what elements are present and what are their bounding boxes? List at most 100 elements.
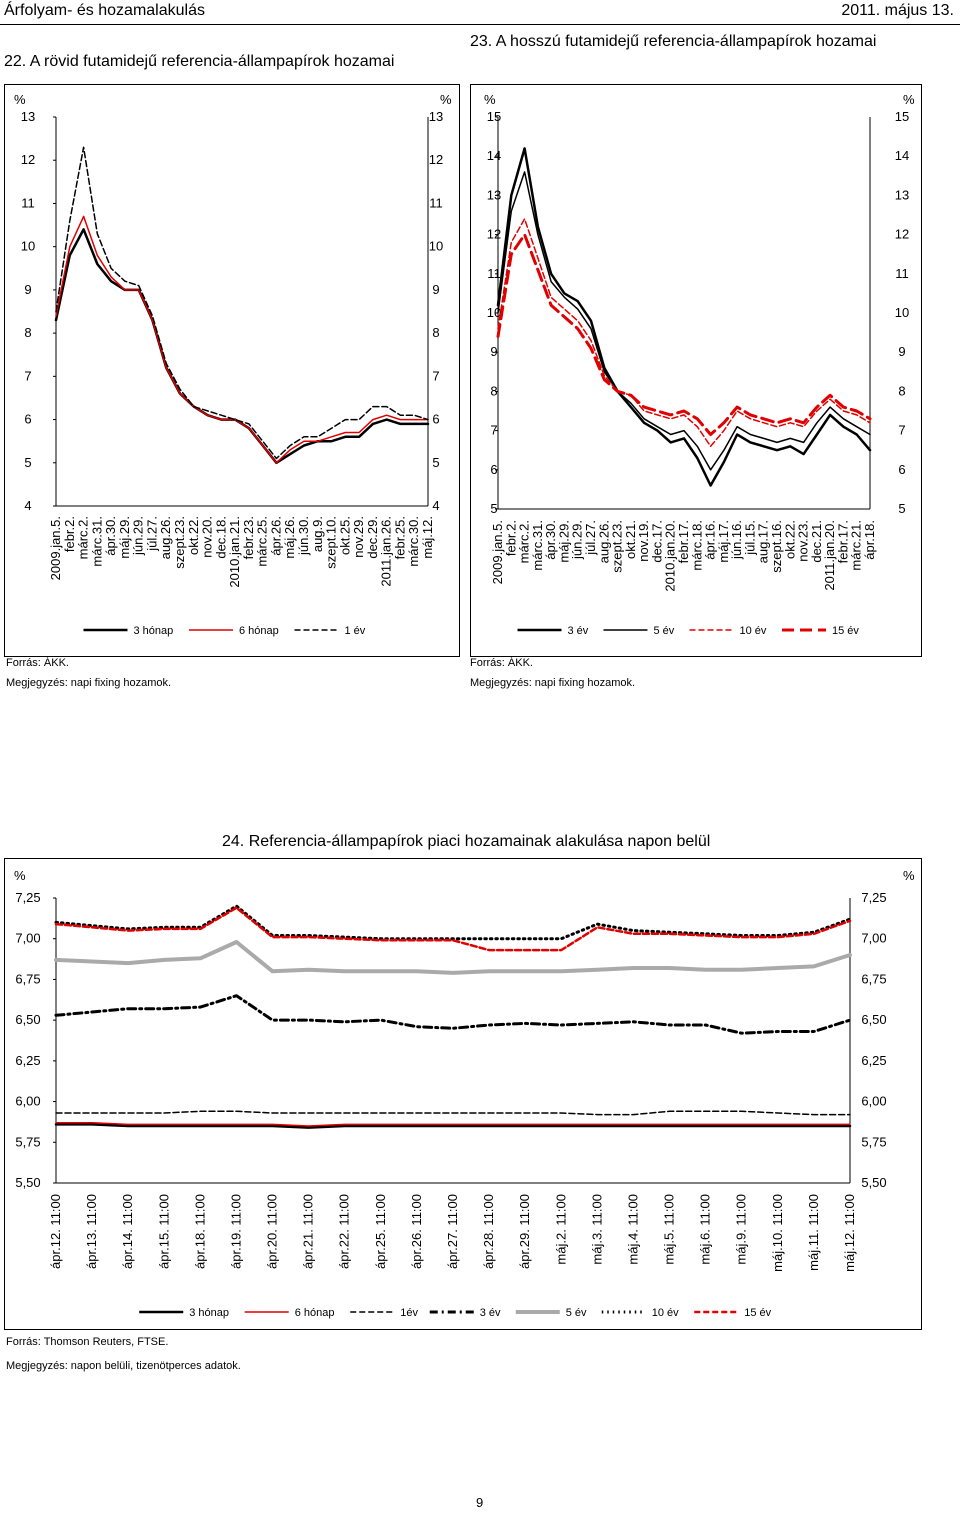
chart24-ytick-right: 7,25 [861, 890, 886, 905]
chart23-ytick-right: 13 [895, 187, 909, 202]
chart23-legend-label-3: 15 év [832, 625, 859, 637]
chart24-xtick-label: ápr.18. 11:00 [192, 1194, 207, 1269]
chart23-plot: 5 5 6 6 7 7 8 8 9 9 10 10 11 11 12 12 13 13 14 14 15 15 2009.j… [487, 109, 909, 637]
page-number: 9 [476, 1495, 484, 1510]
chart23-xtick-label: okt.22. [782, 520, 797, 559]
chart23-series-3 [496, 233, 872, 436]
header-rule [0, 24, 960, 25]
chart24-ytick-left: 7,25 [15, 890, 40, 905]
chart24-legend-label-2: 1év [400, 1307, 418, 1319]
chart22-xtick-label: szept.23. [172, 516, 187, 569]
chart23-ytick-left: 14 [487, 148, 501, 163]
chart23-title: 23. A hosszú futamidejű referencia-állam… [470, 33, 877, 50]
chart22-series-0 [54, 228, 430, 465]
chart22-unit-left: % [14, 92, 26, 107]
chart24-xtick-label: ápr.15. 11:00 [156, 1194, 171, 1269]
chart23-source: Forrás: ÁKK. [470, 657, 533, 669]
chart23-legend-label-1: 5 év [654, 625, 675, 637]
chart22-ytick-left: 12 [21, 152, 35, 167]
header-date: 2011. május 13. [841, 2, 954, 19]
chart22-ytick-right: 13 [429, 109, 443, 124]
chart22-xtick-label: dec.29. [365, 516, 380, 559]
chart23-unit-left: % [484, 92, 496, 107]
chart22-ytick-left: 10 [21, 239, 35, 254]
chart24-ytick-left: 6,25 [15, 1053, 40, 1068]
chart23-xtick-label: márc.21. [849, 520, 864, 571]
chart23-xtick-label: júl.27. [583, 520, 598, 556]
chart23-xtick-label: márc.31. [530, 520, 545, 571]
chart24-xtick-label: máj.10. 11:00 [770, 1194, 785, 1272]
chart22-xtick-label: júl.27. [144, 516, 159, 552]
chart22-xtick-label: márc.25. [255, 516, 270, 567]
chart22-unit-right: % [440, 92, 452, 107]
chart24-xtick-label: ápr.13. 11:00 [84, 1194, 99, 1269]
chart24-ytick-right: 5,50 [861, 1175, 886, 1190]
chart22-xtick-label: márc.31. [89, 516, 104, 567]
chart24-ytick-left: 6,75 [15, 971, 40, 986]
chart24-legend-label-3: 3 év [480, 1307, 501, 1319]
chart24-xtick-label: máj.6. 11:00 [698, 1194, 713, 1265]
chart23-xtick-label: 2011.jan.20. [822, 520, 837, 591]
chart23-xtick-label: 2009.jan.5. [490, 520, 505, 584]
chart23-xtick-label: ápr.16. [703, 520, 718, 560]
chart24-xtick-label: máj.2. 11:00 [553, 1194, 568, 1265]
chart22-ytick-right: 8 [432, 325, 439, 340]
chart24-unit-left: % [14, 868, 26, 883]
chart22-ytick-left: 6 [24, 412, 31, 427]
chart24-series-3 [54, 994, 852, 1035]
chart24-legend-label-5: 10 év [652, 1307, 679, 1319]
chart22-ytick-left: 11 [21, 195, 35, 210]
chart24-legend-label-4: 5 év [566, 1307, 587, 1319]
chart23-frame [470, 84, 922, 657]
chart23-ytick-left: 6 [490, 462, 497, 477]
chart22-xtick-label: ápr.26. [268, 516, 283, 556]
chart23-series-2 [497, 218, 871, 448]
chart24-series-4 [54, 940, 852, 975]
chart23-ytick-right: 9 [898, 344, 905, 359]
chart23-ytick-left: 10 [487, 305, 501, 320]
chart24-legend-label-1: 6 hónap [295, 1307, 335, 1319]
chart22-ytick-left: 8 [24, 325, 31, 340]
chart22-ytick-right: 5 [432, 455, 439, 470]
chart23-xtick-label: febr.17. [676, 520, 691, 563]
chart22-legend-label-2: 1 év [345, 625, 366, 637]
chart22-ytick-left: 5 [24, 455, 31, 470]
chart24-ytick-left: 7,00 [15, 931, 40, 946]
chart23-xtick-label: aug.17. [756, 520, 771, 563]
chart22-xtick-label: máj.26. [282, 516, 297, 559]
chart23-ytick-left: 5 [490, 501, 497, 516]
chart22-ytick-right: 7 [432, 368, 439, 383]
chart24-xtick-label: ápr.19. 11:00 [228, 1194, 243, 1269]
chart22-xtick-label: ápr.30. [103, 516, 118, 556]
chart22-title: 22. A rövid futamidejű referencia-államp… [4, 53, 395, 70]
chart22-xtick-label: 2011.jan.26. [379, 516, 394, 587]
chart23-xtick-label: márc.18. [689, 520, 704, 571]
chart22-xtick-label: aug.26. [158, 516, 173, 559]
chart23-ytick-left: 7 [490, 423, 497, 438]
chart23-legend-label-2: 10 év [740, 625, 767, 637]
chart23-xtick-label: nov.19. [636, 520, 651, 562]
chart24-ytick-left: 5,75 [15, 1134, 40, 1149]
chart24-unit-right: % [903, 868, 915, 883]
chart24-xtick-label: máj.5. 11:00 [662, 1194, 677, 1265]
chart22-xtick-label: márc.30. [406, 516, 421, 567]
chart23-xtick-label: márc.2. [517, 520, 532, 563]
chart24-xtick-label: máj.9. 11:00 [734, 1194, 749, 1265]
chart24-xtick-label: ápr.28. 11:00 [481, 1194, 496, 1269]
chart22-xtick-label: aug.9. [310, 516, 325, 552]
chart22-xtick-label: febr.2. [62, 516, 77, 552]
chart22-xtick-label: 2010.jan.21. [227, 516, 242, 588]
chart24-xtick-label: ápr.14. 11:00 [120, 1194, 135, 1269]
chart22-legend-label-1: 6 hónap [239, 625, 279, 637]
chart24-xtick-label: máj.12. 11:00 [842, 1194, 857, 1272]
chart23-ytick-right: 6 [898, 462, 905, 477]
chart23-ytick-right: 14 [895, 148, 909, 163]
chart24-xtick-label: ápr.22. 11:00 [337, 1194, 352, 1269]
chart23-ytick-left: 15 [487, 109, 501, 124]
chart23-xtick-label: szept.16. [769, 520, 784, 573]
chart22-ytick-right: 9 [432, 282, 439, 297]
chart23-unit-right: % [903, 92, 915, 107]
chart23-xtick-label: ápr.18. [862, 520, 877, 560]
chart24-legend-label-6: 15 év [744, 1307, 771, 1319]
